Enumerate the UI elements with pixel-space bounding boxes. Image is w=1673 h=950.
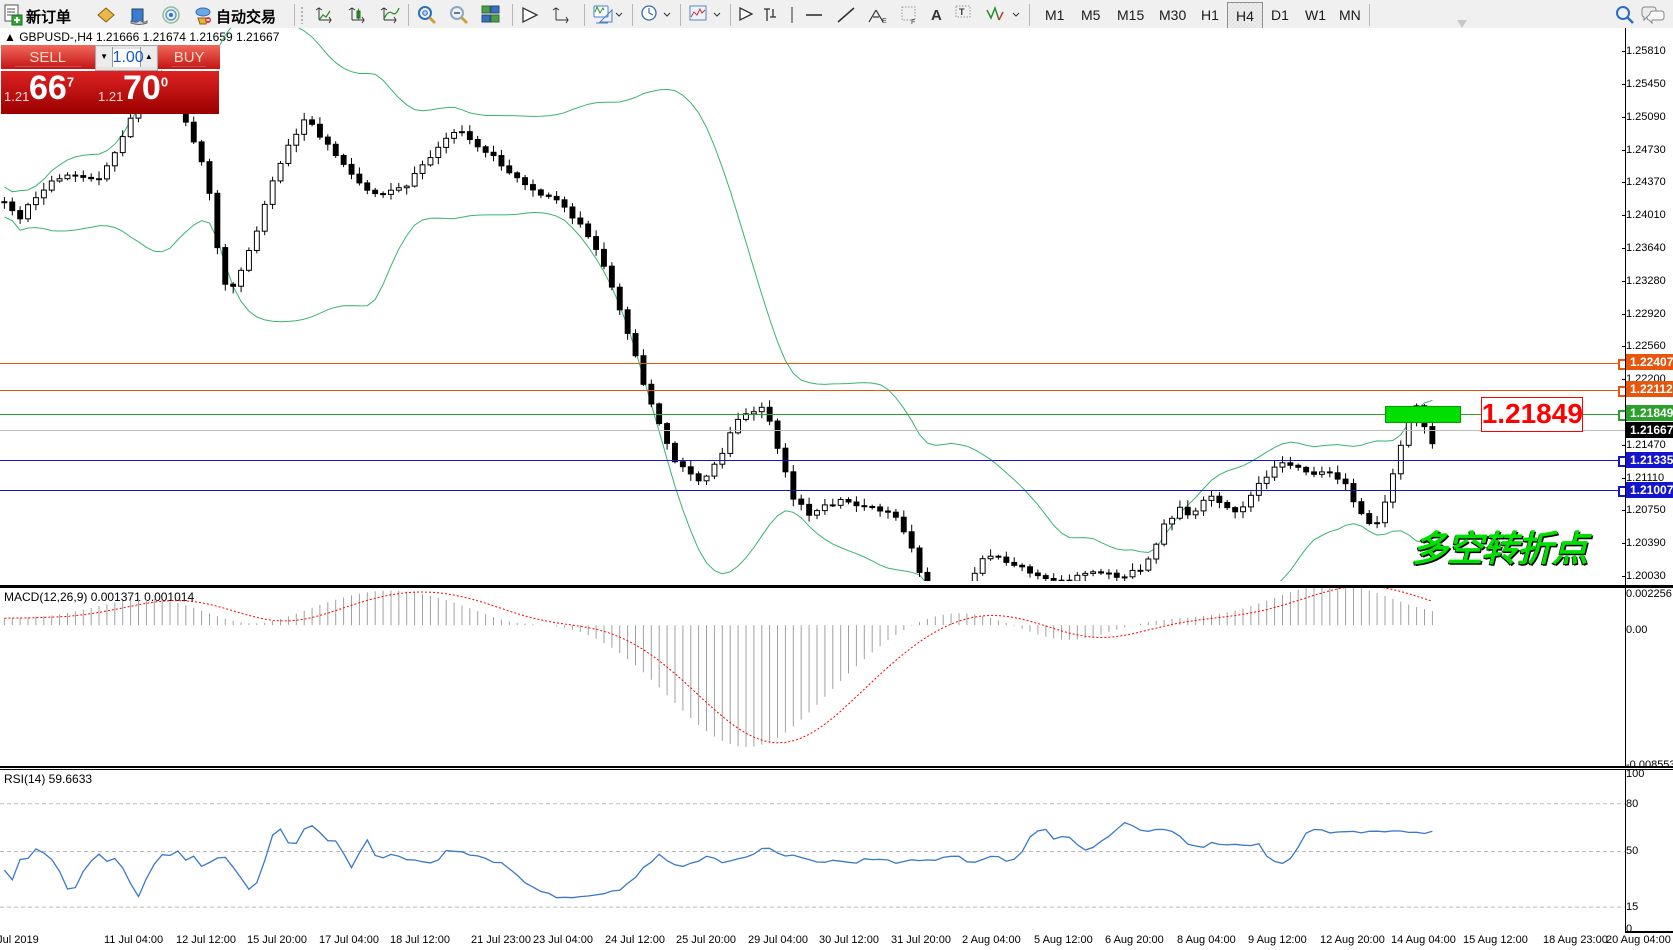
svg-text:E: E xyxy=(882,18,887,25)
svg-text:T: T xyxy=(959,7,965,17)
svg-text:A: A xyxy=(931,7,942,24)
svg-text:F: F xyxy=(911,19,915,26)
